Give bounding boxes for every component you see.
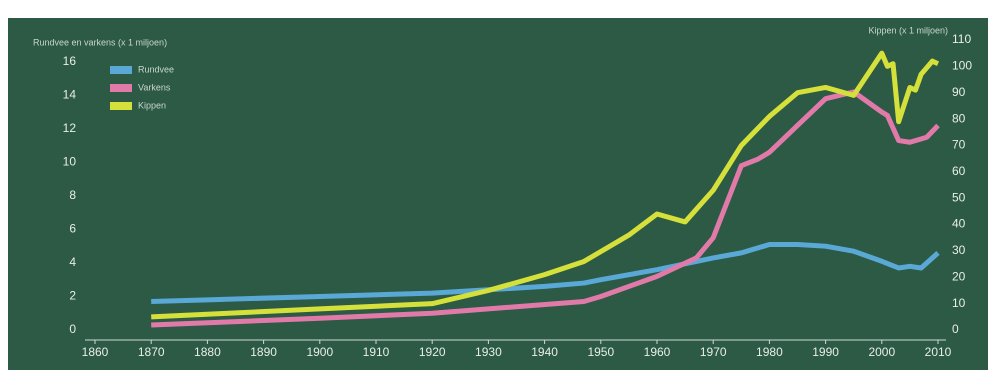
y2-tick-label: 50 — [952, 190, 966, 204]
legend-label: Kippen — [138, 100, 166, 110]
x-tick-label: 1950 — [587, 345, 614, 359]
y2-tick-label: 0 — [952, 322, 959, 336]
y-tick-label: 0 — [69, 322, 76, 336]
y-tick-label: 12 — [63, 121, 77, 135]
x-tick-label: 1890 — [250, 345, 277, 359]
legend-swatch — [110, 84, 132, 92]
y2-tick-label: 30 — [952, 243, 966, 257]
x-tick-label: 1940 — [531, 345, 558, 359]
x-tick-label: 1860 — [82, 345, 109, 359]
x-tick-label: 1900 — [306, 345, 333, 359]
y-tick-label: 8 — [69, 188, 76, 202]
legend-swatch — [110, 66, 132, 74]
y2-tick-label: 40 — [952, 217, 966, 231]
x-tick-label: 1970 — [700, 345, 727, 359]
legend-label: Rundvee — [138, 64, 174, 74]
y2-tick-label: 80 — [952, 111, 966, 125]
x-tick-label: 1990 — [812, 345, 839, 359]
x-tick-label: 2010 — [925, 345, 952, 359]
y-tick-label: 6 — [69, 222, 76, 236]
x-tick-label: 1930 — [475, 345, 502, 359]
y-tick-label: 14 — [63, 87, 77, 101]
series-line — [151, 89, 940, 328]
y2-tick-label: 110 — [952, 32, 971, 46]
y2-tick-label: 10 — [952, 296, 966, 310]
x-tick-label: 1980 — [756, 345, 783, 359]
x-tick-label: 1910 — [363, 345, 390, 359]
x-tick-label: 1870 — [138, 345, 165, 359]
y2-tick-label: 90 — [952, 85, 966, 99]
chart-background — [8, 18, 988, 370]
series-line — [151, 50, 940, 320]
y-tick-label: 10 — [63, 155, 77, 169]
y2-axis-label: Kippen (x 1 miljoen) — [868, 25, 948, 35]
x-tick-label: 1880 — [194, 345, 221, 359]
legend-swatch — [110, 102, 132, 110]
y2-tick-label: 70 — [952, 138, 966, 152]
x-tick-label: 1960 — [644, 345, 671, 359]
y2-tick-label: 100 — [952, 59, 972, 73]
x-tick-label: 2000 — [868, 345, 895, 359]
y-tick-label: 4 — [69, 255, 76, 269]
y-axis-label: Rundvee en varkens (x 1 miljoen) — [33, 37, 167, 47]
y-tick-label: 16 — [63, 54, 77, 68]
legend-label: Varkens — [138, 82, 171, 92]
series-line — [151, 242, 940, 305]
y2-tick-label: 20 — [952, 269, 966, 283]
y-tick-label: 2 — [69, 289, 76, 303]
y2-tick-label: 60 — [952, 164, 966, 178]
x-tick-label: 1920 — [419, 345, 446, 359]
